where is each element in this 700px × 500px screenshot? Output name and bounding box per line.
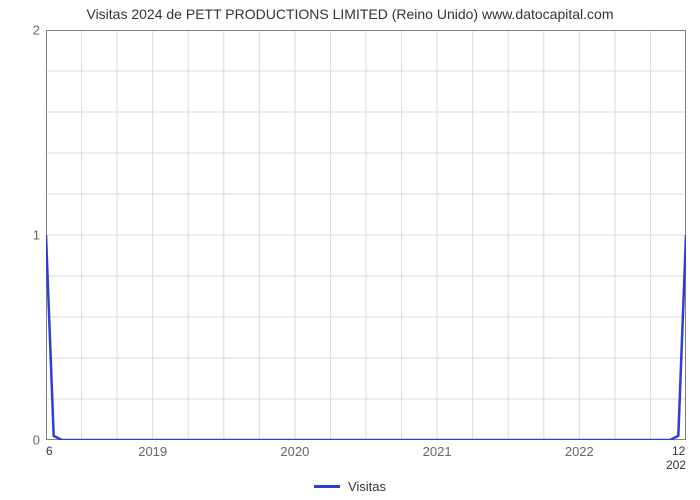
edge-right-label: 12 — [672, 444, 685, 458]
edge-left-label: 6 — [46, 444, 53, 458]
x-tick-label: 2021 — [423, 444, 452, 459]
plot-area — [46, 30, 686, 440]
legend-label: Visitas — [348, 479, 386, 494]
legend-swatch — [314, 485, 340, 488]
edge-right-extra-label: 202 — [666, 458, 686, 472]
x-tick-label: 2019 — [138, 444, 167, 459]
y-tick-label: 1 — [10, 228, 40, 243]
y-tick-label: 0 — [10, 433, 40, 448]
x-tick-label: 2022 — [565, 444, 594, 459]
plot-svg — [46, 30, 686, 440]
legend: Visitas — [0, 478, 700, 494]
chart-title: Visitas 2024 de PETT PRODUCTIONS LIMITED… — [0, 0, 700, 30]
y-tick-label: 2 — [10, 23, 40, 38]
chart-container: Visitas 2024 de PETT PRODUCTIONS LIMITED… — [0, 0, 700, 500]
x-tick-label: 2020 — [280, 444, 309, 459]
